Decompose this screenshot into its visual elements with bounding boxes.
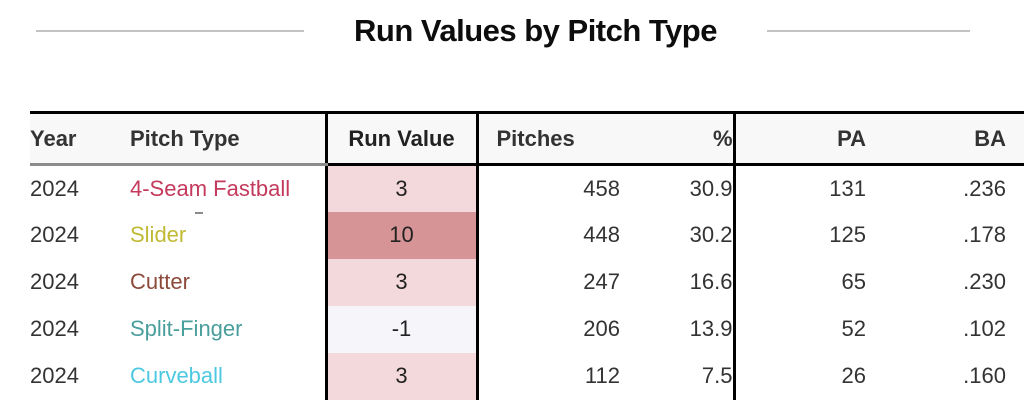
- table-row: 2024 Split-Finger -1 206 13.9 52 .102: [30, 305, 1024, 353]
- run-value-cell: 3: [324, 164, 479, 212]
- row-filler: [1006, 306, 1024, 353]
- year-cell: 2024: [30, 363, 79, 388]
- pitches-cell: 112: [584, 363, 620, 388]
- pitches-cell: 247: [583, 269, 620, 294]
- pa-cell: 65: [841, 269, 866, 294]
- pitch-type-cell: Cutter: [130, 269, 190, 294]
- percent-cell: 30.9: [620, 164, 736, 212]
- column-header-year[interactable]: Year: [30, 111, 130, 166]
- ba-cell: .230: [963, 269, 1006, 294]
- table-row: 2024 Curveball 3 112 7.5 26 .160: [30, 352, 1024, 400]
- pitch-type-cell: 4-Seam Fastball: [130, 175, 291, 201]
- row-filler: [1006, 212, 1024, 259]
- title-rule-right: [766, 30, 970, 32]
- pa-cell: 26: [841, 363, 866, 388]
- column-header-ba[interactable]: BA: [866, 111, 1006, 166]
- column-header-run-value[interactable]: Run Value: [324, 111, 479, 166]
- year-cell: 2024: [30, 175, 79, 201]
- pa-cell: 125: [829, 222, 866, 247]
- column-header-percent[interactable]: %: [620, 111, 736, 166]
- ba-cell: .102: [963, 316, 1006, 341]
- ba-cell: .160: [963, 363, 1006, 388]
- run-value-cell: -1: [324, 305, 479, 353]
- pitch-type-cell: Curveball: [130, 363, 223, 388]
- percent-cell: 7.5: [620, 352, 736, 400]
- year-cell: 2024: [30, 222, 79, 247]
- year-cell: 2024: [30, 316, 79, 341]
- pitches-cell: 458: [583, 175, 620, 201]
- run-value-cell: 10: [324, 211, 479, 259]
- pitch-type-cell: Split-Finger: [130, 316, 243, 341]
- run-value-cell: 3: [324, 352, 479, 400]
- table-row: 2024 Slider 10 448 30.2 125 .178: [30, 211, 1024, 259]
- column-header-pitch-type[interactable]: Pitch Type: [130, 111, 326, 166]
- column-header-pitches[interactable]: Pitches: [477, 111, 620, 166]
- run-value-cell: 3: [324, 258, 479, 306]
- table-row: 2024 4-Seam Fastball 3 458 30.9 131 .236: [30, 164, 1024, 212]
- percent-cell: 30.2: [620, 211, 736, 259]
- row-filler: [1006, 165, 1024, 212]
- year-cell: 2024: [30, 269, 79, 294]
- underline-dash: [195, 212, 203, 214]
- pa-cell: 52: [841, 316, 866, 341]
- column-header-pa[interactable]: PA: [734, 111, 866, 166]
- row-filler: [1006, 353, 1024, 400]
- ba-cell: .178: [963, 222, 1006, 247]
- percent-cell: 13.9: [620, 305, 736, 353]
- ba-cell: .236: [963, 175, 1006, 201]
- title-block: Run Values by Pitch Type: [0, 6, 1024, 56]
- page-title: Run Values by Pitch Type: [354, 13, 717, 48]
- pitch-type-cell: Slider: [130, 222, 187, 247]
- header-filler: [1006, 111, 1024, 166]
- percent-cell: 16.6: [620, 258, 736, 306]
- pitches-cell: 448: [583, 222, 620, 247]
- table-row: 2024 Cutter 3 247 16.6 65 .230: [30, 258, 1024, 306]
- run-values-table: Year Pitch Type Run Value Pitches % PA B…: [30, 111, 1024, 400]
- row-filler: [1006, 259, 1024, 306]
- pa-cell: 131: [829, 175, 866, 201]
- pitches-cell: 206: [583, 316, 620, 341]
- table-header-row: Year Pitch Type Run Value Pitches % PA B…: [30, 111, 1024, 166]
- title-rule-left: [36, 30, 304, 32]
